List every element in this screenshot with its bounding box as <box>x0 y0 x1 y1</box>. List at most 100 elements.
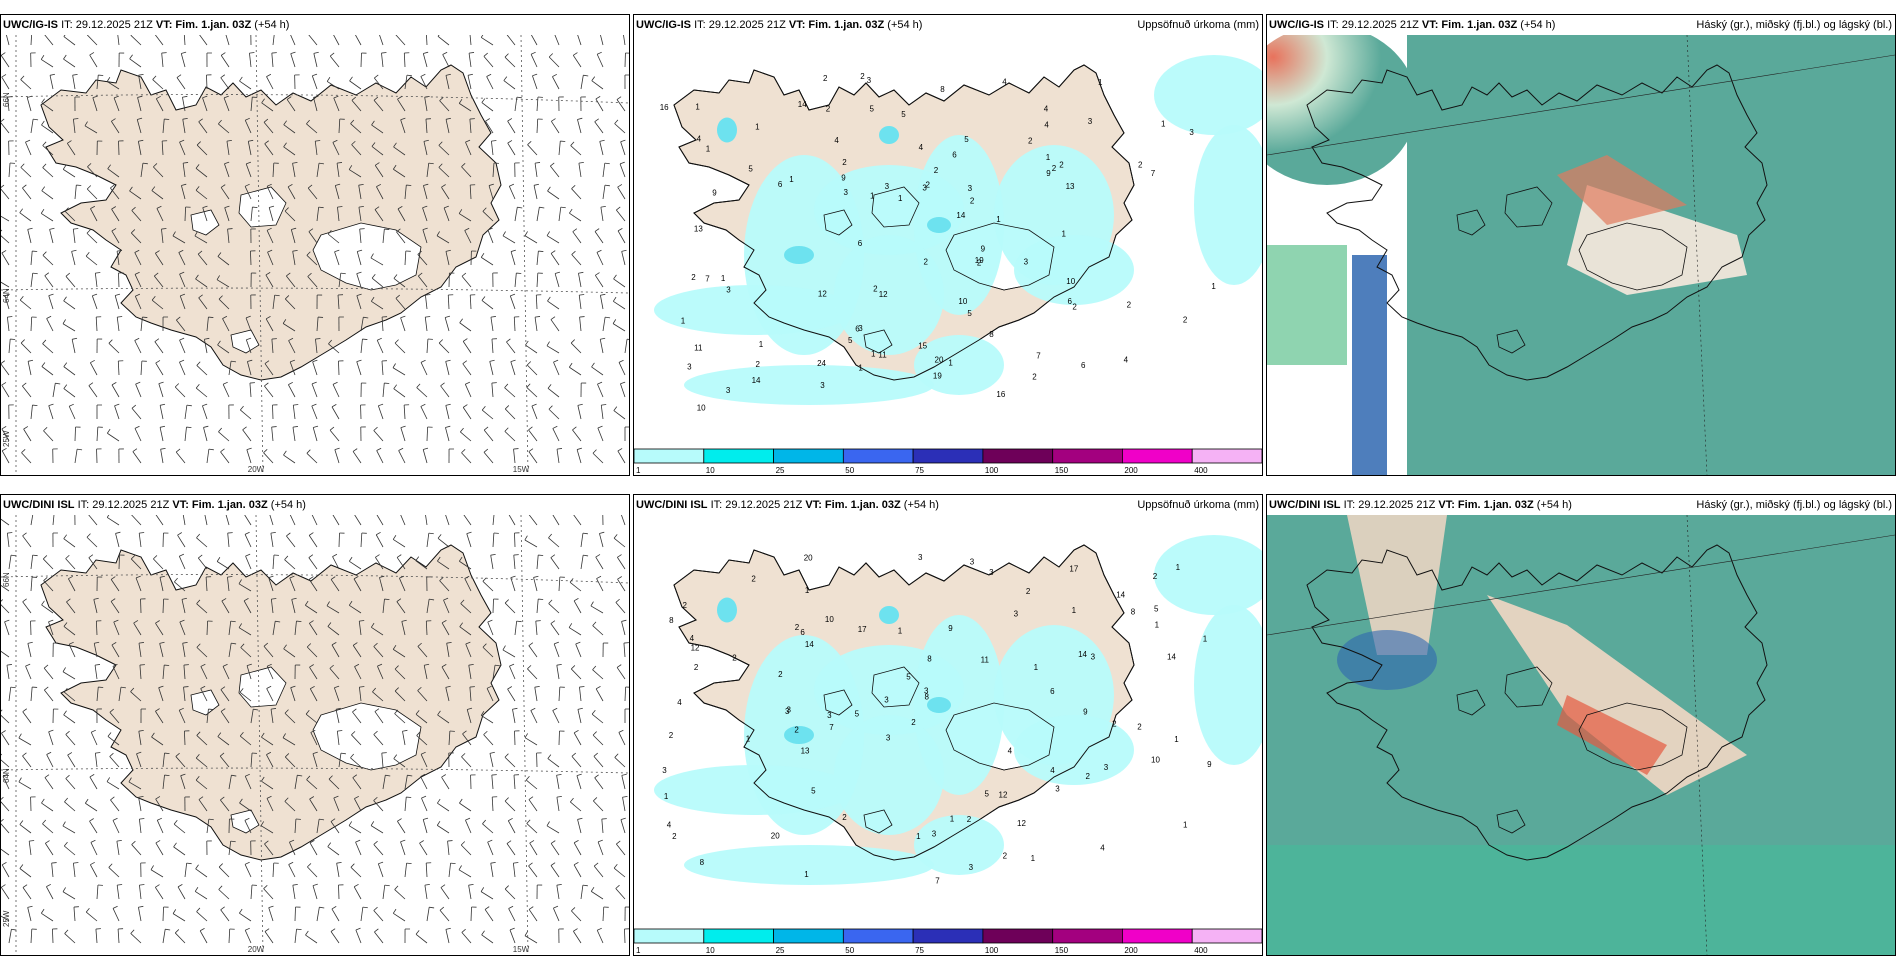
precip-value: 5 <box>870 105 875 114</box>
precip-value: 10 <box>1066 277 1075 286</box>
precip-value: 2 <box>1183 316 1188 325</box>
lead-time: (+54 h) <box>887 19 922 31</box>
precip-value: 2 <box>967 815 972 824</box>
init-time: IT: 29.12.2025 21Z <box>1327 19 1419 31</box>
precip-value: 3 <box>662 766 667 775</box>
precip-value: 4 <box>1002 78 1007 87</box>
precip-value: 4 <box>690 634 695 643</box>
precip-value: 1 <box>804 870 809 879</box>
precip-value: 5 <box>967 309 972 318</box>
precip-value: 8 <box>940 85 945 94</box>
precip-value: 2 <box>672 832 677 841</box>
precip-value: 3 <box>820 381 825 390</box>
precip-value: 1 <box>706 145 711 154</box>
precip-value: 2 <box>1086 772 1091 781</box>
precip-value: 12 <box>691 643 700 652</box>
precip-value: 1 <box>1183 821 1188 830</box>
precip-value: 12 <box>1017 819 1026 828</box>
colorbar-tick: 100 <box>985 466 999 475</box>
model-name: UWC/IG-IS <box>636 19 691 31</box>
colorbar-cell <box>1053 929 1123 943</box>
precip-value: 8 <box>1131 608 1136 617</box>
precip-area <box>684 845 934 885</box>
precip-value: 1 <box>721 274 726 283</box>
precip-area-mid <box>784 726 814 744</box>
panel-header: UWC/IG-IS IT: 29.12.2025 21Z VT: Fim. 1.… <box>1267 15 1895 35</box>
wind-panel-top: UWC/IG-IS IT: 29.12.2025 21Z VT: Fim. 1.… <box>0 14 630 476</box>
lat-label: 25W <box>2 430 11 447</box>
precip-value: 15 <box>918 342 927 351</box>
precip-value: 13 <box>801 747 810 756</box>
colorbar-tick: 400 <box>1194 466 1208 475</box>
precip-value: 11 <box>878 351 887 360</box>
precip-value: 16 <box>996 390 1005 399</box>
precip-value: 3 <box>989 568 994 577</box>
precip-value: 2 <box>860 72 865 81</box>
colorbar-cell <box>1122 929 1192 943</box>
precip-area-mid <box>784 246 814 264</box>
lat-label: 64N <box>2 288 11 303</box>
precip-value: 4 <box>1044 121 1049 130</box>
colorbar-tick: 50 <box>845 946 854 955</box>
colorbar-cell <box>634 929 704 943</box>
model-name: UWC/IG-IS <box>3 19 58 31</box>
colorbar-tick: 150 <box>1055 466 1069 475</box>
precip-area <box>1014 235 1134 305</box>
precip-value: 4 <box>1100 844 1105 853</box>
init-time: IT: 29.12.2025 21Z <box>61 19 153 31</box>
precip-value: 9 <box>1083 708 1088 717</box>
colorbar-cell <box>983 449 1053 463</box>
precip-value: 1 <box>1072 606 1077 615</box>
cloud-panel-bottom: UWC/DINI ISL IT: 29.12.2025 21Z VT: Fim.… <box>1266 494 1896 956</box>
precip-value: 3 <box>1189 128 1194 137</box>
precip-value: 8 <box>700 858 705 867</box>
colorbar-tick: 150 <box>1055 946 1069 955</box>
precip-value: 1 <box>1174 735 1179 744</box>
panel-header: UWC/IG-IS IT: 29.12.2025 21Z VT: Fim. 1.… <box>634 15 1262 35</box>
precip-area <box>914 815 1004 875</box>
precip-value: 13 <box>1066 182 1075 191</box>
precip-value: 1 <box>759 340 764 349</box>
precip-value: 1 <box>948 359 953 368</box>
precip-value: 1 <box>755 122 760 131</box>
precip-value: 5 <box>811 787 816 796</box>
valid-time: VT: Fim. 1.jan. 03Z <box>805 499 900 511</box>
precip-value: 5 <box>855 709 860 718</box>
precip-value: 2 <box>970 196 975 205</box>
precip-value: 3 <box>932 830 937 839</box>
cloud-map <box>1267 35 1895 475</box>
colorbar-tick: 10 <box>706 946 715 955</box>
precip-value: 1 <box>1203 635 1208 644</box>
precip-value: 14 <box>956 211 965 220</box>
panel-title: Uppsöfnuð úrkoma (mm) <box>1137 495 1259 515</box>
precip-value: 2 <box>1003 851 1008 860</box>
precip-value: 2 <box>1138 161 1143 170</box>
colorbar-cell <box>1053 449 1123 463</box>
lead-time: (+54 h) <box>1520 19 1555 31</box>
precip-value: 2 <box>1028 136 1033 145</box>
model-name: UWC/DINI ISL <box>636 499 708 511</box>
lon-label: 20W <box>248 465 265 474</box>
precip-value: 3 <box>687 363 692 372</box>
precip-value: 2 <box>1072 303 1077 312</box>
precip-value: 1 <box>916 832 921 841</box>
precip-value: 1 <box>950 814 955 823</box>
colorbar-tick: 75 <box>915 466 924 475</box>
precip-value: 4 <box>1008 747 1013 756</box>
precip-value: 2 <box>1112 719 1117 728</box>
init-time: IT: 29.12.2025 21Z <box>1344 499 1436 511</box>
precip-value: 14 <box>1167 652 1176 661</box>
precip-value: 3 <box>867 76 872 85</box>
valid-time: VT: Fim. 1.jan. 03Z <box>1422 19 1517 31</box>
precip-value: 8 <box>927 654 932 663</box>
lat-label: 64N <box>2 768 11 783</box>
precip-map: 3291054446531187963231614193243678125101… <box>634 35 1262 475</box>
precip-value: 3 <box>1088 117 1093 126</box>
colorbar-tick: 100 <box>985 946 999 955</box>
precip-value: 11 <box>694 343 703 352</box>
precip-value: 1 <box>858 364 863 373</box>
precip-value: 14 <box>752 376 761 385</box>
precip-value: 1 <box>870 192 875 201</box>
precip-value: 12 <box>999 791 1008 800</box>
